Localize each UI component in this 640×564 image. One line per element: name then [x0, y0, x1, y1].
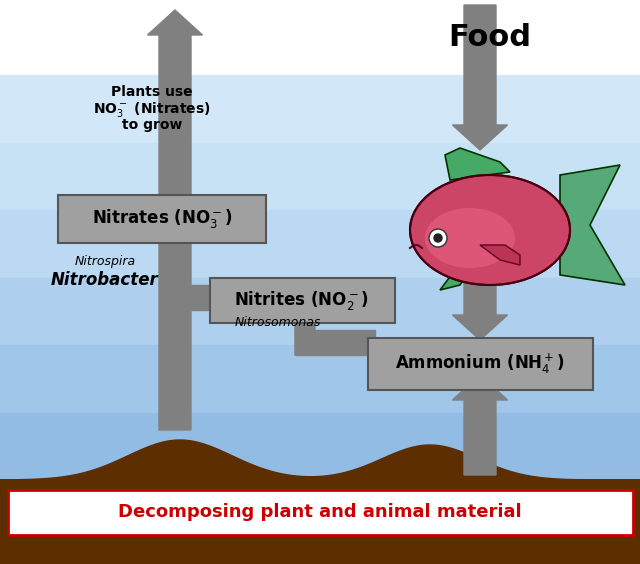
Bar [8, 490, 633, 535]
Ellipse shape [410, 175, 570, 285]
Text: NO$_3^-$ (Nitrates): NO$_3^-$ (Nitrates) [93, 100, 211, 119]
Polygon shape [0, 440, 640, 480]
Bar [0, 0, 640, 75]
Circle shape [434, 234, 442, 242]
Text: Plants use: Plants use [111, 85, 193, 99]
Bar [170, 285, 220, 310]
Text: Ammonium (NH$_4^+$): Ammonium (NH$_4^+$) [396, 352, 564, 376]
Polygon shape [452, 5, 508, 150]
Polygon shape [440, 270, 470, 290]
Bar [0, 75, 640, 143]
Bar [0, 345, 640, 412]
Text: to grow: to grow [122, 118, 182, 132]
Bar [0, 277, 640, 345]
Text: Food: Food [449, 24, 531, 52]
Bar [295, 330, 375, 355]
Polygon shape [156, 215, 194, 310]
Polygon shape [445, 148, 510, 180]
Polygon shape [560, 165, 625, 285]
Bar [0, 480, 640, 564]
Bar [0, 412, 640, 480]
Polygon shape [452, 375, 508, 475]
Bar [210, 278, 395, 323]
Polygon shape [452, 200, 508, 340]
Bar [58, 195, 266, 243]
Polygon shape [286, 285, 324, 355]
Text: Nitrobacter: Nitrobacter [51, 271, 159, 289]
Text: Decomposing plant and animal material: Decomposing plant and animal material [118, 503, 522, 521]
Text: Nitrates (NO$_3^-$): Nitrates (NO$_3^-$) [92, 208, 232, 231]
Text: Nitrosomonas: Nitrosomonas [235, 316, 321, 329]
Circle shape [429, 229, 447, 247]
Text: Nitrospira: Nitrospira [74, 255, 136, 268]
Bar [0, 210, 640, 277]
Polygon shape [480, 245, 520, 265]
Text: Nitrites (NO$_2^-$): Nitrites (NO$_2^-$) [234, 289, 369, 311]
Ellipse shape [425, 208, 515, 268]
Polygon shape [147, 10, 202, 430]
Bar [0, 143, 640, 210]
Bar [368, 338, 593, 390]
